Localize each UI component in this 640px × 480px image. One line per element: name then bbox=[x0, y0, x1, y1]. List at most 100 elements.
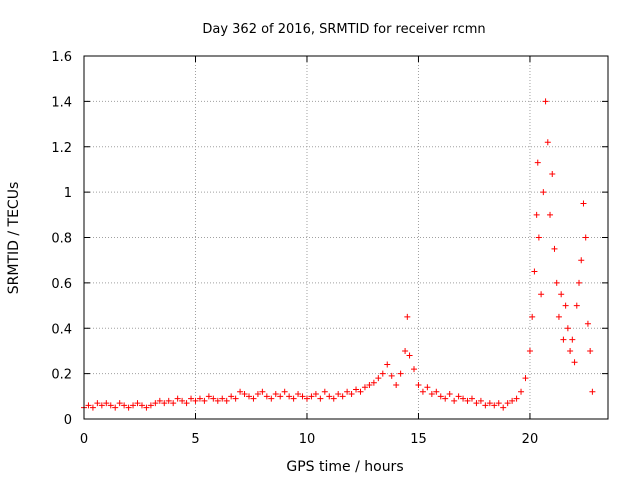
data-point bbox=[535, 234, 542, 241]
y-tick-label: 0.4 bbox=[51, 322, 72, 337]
data-point bbox=[201, 397, 208, 404]
data-point bbox=[513, 395, 520, 402]
y-tick-label: 0.8 bbox=[51, 232, 72, 247]
data-point bbox=[219, 395, 226, 402]
data-point bbox=[237, 388, 244, 395]
data-point bbox=[125, 404, 132, 411]
data-point bbox=[143, 404, 150, 411]
data-point bbox=[419, 388, 426, 395]
data-point bbox=[85, 402, 92, 409]
data-point bbox=[263, 393, 270, 400]
data-point bbox=[451, 397, 458, 404]
data-point bbox=[473, 400, 480, 407]
data-point bbox=[522, 375, 529, 382]
data-point bbox=[567, 347, 574, 354]
data-point bbox=[560, 336, 567, 343]
data-point bbox=[335, 391, 342, 398]
y-axis-label: SRMTID / TECUs bbox=[6, 182, 22, 295]
data-point bbox=[534, 159, 541, 166]
data-point bbox=[130, 402, 137, 409]
data-point bbox=[402, 347, 409, 354]
data-point bbox=[544, 139, 551, 146]
y-tick-label: 0.6 bbox=[51, 277, 72, 292]
data-point bbox=[562, 302, 569, 309]
data-point bbox=[210, 395, 217, 402]
data-point bbox=[223, 397, 230, 404]
data-point bbox=[330, 395, 337, 402]
data-point bbox=[538, 291, 545, 298]
data-point bbox=[547, 211, 554, 218]
data-point bbox=[582, 234, 589, 241]
data-point bbox=[192, 397, 199, 404]
data-point bbox=[569, 336, 576, 343]
data-point bbox=[415, 381, 422, 388]
x-tick-label: 10 bbox=[299, 432, 316, 447]
data-point bbox=[232, 395, 239, 402]
data-point bbox=[152, 400, 159, 407]
data-point bbox=[259, 388, 266, 395]
data-point bbox=[589, 388, 596, 395]
data-point bbox=[348, 391, 355, 398]
data-point bbox=[254, 391, 261, 398]
data-point bbox=[404, 313, 411, 320]
x-tick-label: 20 bbox=[522, 432, 539, 447]
data-point bbox=[161, 400, 168, 407]
data-point bbox=[555, 313, 562, 320]
data-point bbox=[584, 320, 591, 327]
data-point bbox=[482, 402, 489, 409]
data-point bbox=[344, 388, 351, 395]
data-point bbox=[549, 170, 556, 177]
x-tick-label: 15 bbox=[410, 432, 427, 447]
data-point bbox=[214, 397, 221, 404]
data-point bbox=[89, 404, 96, 411]
data-point bbox=[446, 391, 453, 398]
data-point bbox=[375, 375, 382, 382]
data-point bbox=[542, 98, 549, 105]
data-point bbox=[228, 393, 235, 400]
data-point bbox=[433, 388, 440, 395]
grid-lines bbox=[84, 56, 608, 419]
data-point bbox=[531, 268, 538, 275]
data-point bbox=[196, 395, 203, 402]
data-point bbox=[312, 391, 319, 398]
data-point bbox=[428, 391, 435, 398]
y-tick-label: 0 bbox=[64, 413, 72, 428]
data-point bbox=[250, 395, 257, 402]
data-point bbox=[442, 395, 449, 402]
data-point bbox=[94, 400, 101, 407]
x-axis-label: GPS time / hours bbox=[286, 459, 403, 475]
tick-labels: 0 5 10 15 20 0 0.2 0.4 0.6 0.8 1 1.2 1.4 1.6 bbox=[51, 50, 538, 447]
y-tick-label: 1.2 bbox=[51, 141, 72, 156]
data-point bbox=[460, 395, 467, 402]
data-point bbox=[573, 302, 580, 309]
data-point bbox=[170, 400, 177, 407]
data-point bbox=[540, 189, 547, 196]
data-point bbox=[366, 381, 373, 388]
data-point bbox=[578, 257, 585, 264]
data-point bbox=[183, 400, 190, 407]
y-tick-label: 0.2 bbox=[51, 368, 72, 383]
data-point bbox=[361, 384, 368, 391]
data-point bbox=[339, 393, 346, 400]
data-point bbox=[98, 402, 105, 409]
data-point bbox=[533, 211, 540, 218]
data-point bbox=[179, 397, 186, 404]
data-point bbox=[295, 391, 302, 398]
plot-frame bbox=[83, 55, 609, 420]
data-point bbox=[138, 402, 145, 409]
data-point bbox=[551, 245, 558, 252]
data-point bbox=[134, 400, 141, 407]
data-point bbox=[580, 200, 587, 207]
x-tick-label: 0 bbox=[80, 432, 88, 447]
data-point bbox=[379, 370, 386, 377]
data-point bbox=[147, 402, 154, 409]
data-point bbox=[384, 361, 391, 368]
data-point bbox=[174, 395, 181, 402]
data-point bbox=[576, 279, 583, 286]
data-point bbox=[571, 359, 578, 366]
data-point bbox=[486, 400, 493, 407]
data-point bbox=[464, 397, 471, 404]
data-point bbox=[121, 402, 128, 409]
data-point bbox=[103, 400, 110, 407]
